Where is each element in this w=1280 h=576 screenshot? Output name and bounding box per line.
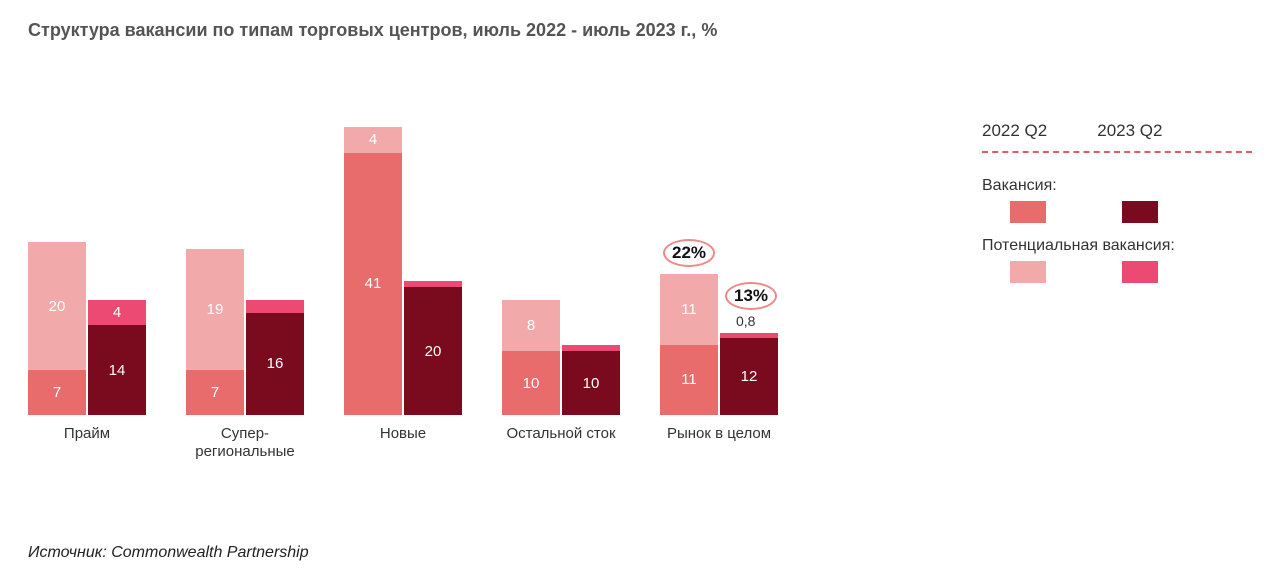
bar-2023: 10 <box>562 345 620 415</box>
category-group: 1111120,822%13%Рынок в целом <box>660 274 778 461</box>
callout-2022: 22% <box>666 242 712 264</box>
chart-title: Структура вакансии по типам торговых цен… <box>28 20 1252 41</box>
bar-2022: 719 <box>186 249 244 415</box>
category-label: Прайм <box>64 425 110 461</box>
chart-area: 720144Прайм71916Супер- региональные41420… <box>28 81 962 461</box>
bar-2022: 720 <box>28 242 86 415</box>
bar-pair: 1111120,822%13% <box>660 274 778 415</box>
seg-vacancy-2023: 10 <box>562 351 620 415</box>
category-label: Новые <box>380 425 426 461</box>
seg-vacancy-2023: 20 <box>404 287 462 415</box>
seg-vacancy-2022: 7 <box>186 370 244 415</box>
bar-2022: 414 <box>344 127 402 415</box>
bar-2023: 144 <box>88 300 146 415</box>
callout-2023: 13% <box>728 285 774 307</box>
seg-vacancy-2022: 11 <box>660 345 718 415</box>
category-group: 71916 Супер- региональные <box>186 249 304 461</box>
bar-2022: 108 <box>502 300 560 415</box>
category-group: 10810 Остальной сток <box>502 300 620 461</box>
seg-potential-2022: 19 <box>186 249 244 371</box>
potential-external-label: 0,8 <box>736 313 755 329</box>
bar-pair: 71916 <box>186 249 304 415</box>
bar-pair: 720144 <box>28 242 146 415</box>
category-label: Супер- региональные <box>195 425 294 461</box>
legend-potential-label: Потенциальная вакансия: <box>982 237 1252 255</box>
bar-pair: 41420 <box>344 127 462 415</box>
category-label: Рынок в целом <box>667 425 771 461</box>
category-group: 720144 Прайм <box>28 242 146 461</box>
legend: 2022 Q2 2023 Q2 Вакансия: Потенциальная … <box>962 81 1252 461</box>
swatch-potential-2022 <box>1010 261 1046 283</box>
bar-2023: 12 <box>720 333 778 415</box>
legend-period-2023: 2023 Q2 <box>1097 121 1162 141</box>
source-text: Источник: Commonwealth Partnership <box>28 544 309 562</box>
seg-vacancy-2023: 12 <box>720 338 778 415</box>
bar-pair: 10810 <box>502 300 620 415</box>
seg-vacancy-2023: 16 <box>246 313 304 415</box>
swatch-vacancy-2022 <box>1010 201 1046 223</box>
seg-potential-2022: 8 <box>502 300 560 351</box>
legend-divider <box>982 151 1252 153</box>
seg-potential-2022: 4 <box>344 127 402 153</box>
seg-potential-2022: 20 <box>28 242 86 370</box>
seg-potential-2022: 11 <box>660 274 718 344</box>
bar-2022: 1111 <box>660 274 718 415</box>
seg-vacancy-2022: 7 <box>28 370 86 415</box>
seg-potential-2023: 4 <box>88 300 146 326</box>
legend-period-2022: 2022 Q2 <box>982 121 1047 141</box>
seg-vacancy-2022: 41 <box>344 153 402 415</box>
category-label: Остальной сток <box>506 425 615 461</box>
category-group: 41420Новые <box>344 127 462 461</box>
seg-potential-2023 <box>246 300 304 313</box>
swatch-vacancy-2023 <box>1122 201 1158 223</box>
seg-vacancy-2023: 14 <box>88 325 146 415</box>
seg-vacancy-2022: 10 <box>502 351 560 415</box>
bar-2023: 20 <box>404 281 462 415</box>
legend-vacancy-label: Вакансия: <box>982 177 1252 195</box>
bar-2023: 16 <box>246 300 304 415</box>
swatch-potential-2023 <box>1122 261 1158 283</box>
